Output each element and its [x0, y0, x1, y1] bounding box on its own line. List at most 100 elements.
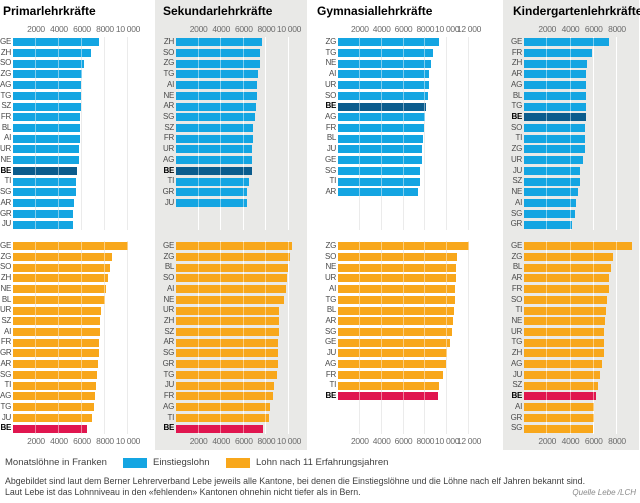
bar-rows-einstiegslohn: GE ZH SO ZG AG TG SZ FR BL AI UR NE BE TI SG AR GR JU — [0, 37, 152, 230]
bar-row: AG — [0, 80, 152, 91]
bar-rows-erfahrungslohn: ZG SO NE UR AI TG BL AR SG GE JU AG FR TI BE — [308, 241, 500, 402]
bar-row: AI — [0, 327, 152, 338]
canton-label-FR: FR — [325, 369, 336, 379]
canton-label-AG: AG — [511, 79, 522, 89]
canton-label-TI: TI — [4, 176, 11, 186]
bar-row: FR — [0, 337, 152, 348]
panel-title: Sekundarlehrkräfte — [163, 4, 273, 18]
bar-FR — [176, 134, 253, 143]
canton-label-NE: NE — [325, 262, 336, 272]
axis-tick-label: 4000 — [561, 24, 580, 34]
bar-row: BE — [0, 166, 152, 177]
bar-row: ZG — [152, 58, 308, 69]
canton-label-GE: GE — [511, 37, 522, 46]
gridline — [81, 37, 82, 230]
axis-tick-label: 4000 — [50, 24, 68, 34]
canton-label-AG: AG — [325, 358, 336, 368]
bar-row: ZG — [0, 69, 152, 80]
bar-rows-einstiegslohn: ZH SO ZG TG AI NE AR SG SZ FR UR AG BE TI GR JU — [152, 37, 308, 209]
gridline — [402, 37, 404, 230]
canton-label-TI: TI — [167, 412, 174, 422]
bar-AI — [338, 70, 430, 79]
bar-AG — [13, 392, 96, 401]
canton-label-AR: AR — [511, 273, 522, 283]
canton-label-SO: SO — [511, 294, 522, 304]
bar-AR — [13, 360, 98, 369]
bar-SO — [13, 263, 110, 272]
canton-label-UR: UR — [511, 154, 522, 164]
gridline — [446, 37, 448, 230]
bar-GE — [13, 38, 99, 47]
canton-label-TI: TI — [329, 380, 336, 390]
canton-label-AI: AI — [4, 133, 11, 143]
bar-AR — [176, 102, 256, 111]
bar-AG — [524, 360, 602, 369]
bar-UR — [176, 145, 252, 154]
gridline — [288, 37, 289, 230]
bar-TG — [176, 370, 277, 379]
canton-label-NE: NE — [0, 283, 11, 293]
axis-tick-label: 4000 — [50, 436, 68, 446]
bar-BE — [524, 113, 586, 122]
bar-FR — [338, 124, 424, 133]
axis-tick-label: 8000 — [416, 24, 435, 34]
bar-row: BL — [308, 305, 500, 316]
bar-row: SO — [152, 48, 308, 59]
axis-tick-label: 8000 — [608, 436, 626, 446]
bar-BL — [338, 134, 423, 143]
bar-row: AR — [0, 198, 152, 209]
gridline — [592, 241, 594, 434]
gridline — [616, 241, 617, 434]
gridline — [402, 37, 404, 230]
canton-label-SO: SO — [0, 262, 11, 272]
gridline — [58, 37, 59, 230]
canton-label-GE: GE — [0, 241, 11, 250]
bar-row: GE — [500, 37, 640, 48]
axis-tick-label: 10 000 — [435, 24, 460, 34]
canton-label-TG: TG — [163, 369, 174, 379]
axis-tick-label: 10 000 — [276, 436, 302, 446]
bar-row: ZG — [308, 37, 500, 48]
bar-row: AG — [308, 359, 500, 370]
panel-kindergartenlehrkräfte: Kindergartenlehrkräfte 2000 4000 6000 8000 20… — [500, 0, 640, 450]
canton-label-SZ: SZ — [164, 326, 174, 336]
canton-label-UR: UR — [0, 305, 11, 315]
bar-row: TG — [500, 337, 640, 348]
axis-tick-label: 8000 — [416, 436, 435, 446]
axis-tick-label: 6000 — [394, 436, 413, 446]
canton-label-UR: UR — [0, 144, 11, 154]
bar-AI — [524, 199, 577, 208]
chart-legend: Monatslöhne in Franken Einstiegslohn Loh… — [0, 456, 640, 470]
canton-label-BL: BL — [512, 262, 522, 272]
gridlines-under — [176, 241, 289, 434]
canton-label-BE: BE — [511, 391, 522, 401]
bar-AI — [13, 134, 80, 143]
gridline — [358, 37, 360, 230]
bar-row: NE — [308, 58, 500, 69]
bar-row: NE — [308, 262, 500, 273]
bar-rows-erfahrungslohn: GE ZG BL SO AI NE UR ZH SZ AR SG GR TG JU FR AG TI BE — [152, 241, 308, 434]
axis-tick-label: 6000 — [394, 24, 413, 34]
canton-label-FR: FR — [0, 337, 11, 347]
bar-row: SG — [0, 187, 152, 198]
bar-row: UR — [308, 80, 500, 91]
bar-row: GR — [500, 413, 640, 424]
bar-GE — [176, 242, 293, 251]
bar-SO — [338, 253, 457, 262]
bar-row: JU — [0, 413, 152, 424]
gridline — [546, 37, 548, 230]
gridline — [197, 37, 199, 230]
bar-NE — [13, 156, 79, 165]
gridlines-over — [176, 37, 289, 230]
gridline — [358, 37, 360, 230]
bar-JU — [176, 199, 247, 208]
canton-label-SG: SG — [511, 208, 522, 218]
axis-tick-label: 2000 — [350, 24, 369, 34]
bar-row: SZ — [152, 123, 308, 134]
bar-row: JU — [0, 219, 152, 230]
bar-UR — [13, 145, 80, 154]
canton-label-BL: BL — [326, 133, 336, 143]
gridline — [81, 241, 82, 434]
canton-label-AG: AG — [163, 154, 174, 164]
gridline — [288, 37, 289, 230]
